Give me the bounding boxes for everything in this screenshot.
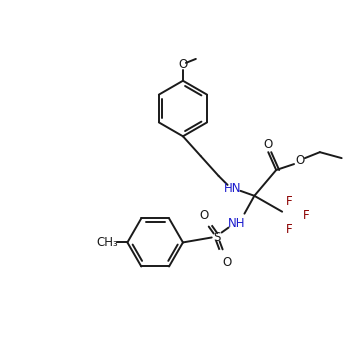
Text: CH₃: CH₃ xyxy=(97,236,118,249)
Text: O: O xyxy=(222,256,231,269)
Text: O: O xyxy=(199,209,208,222)
Text: F: F xyxy=(303,209,309,222)
Text: HN: HN xyxy=(224,183,241,195)
Text: NH: NH xyxy=(228,217,245,230)
Text: O: O xyxy=(264,138,273,151)
Text: S: S xyxy=(213,231,220,244)
Text: O: O xyxy=(295,154,304,167)
Text: F: F xyxy=(286,195,293,208)
Text: F: F xyxy=(286,223,293,236)
Text: O: O xyxy=(178,58,188,71)
